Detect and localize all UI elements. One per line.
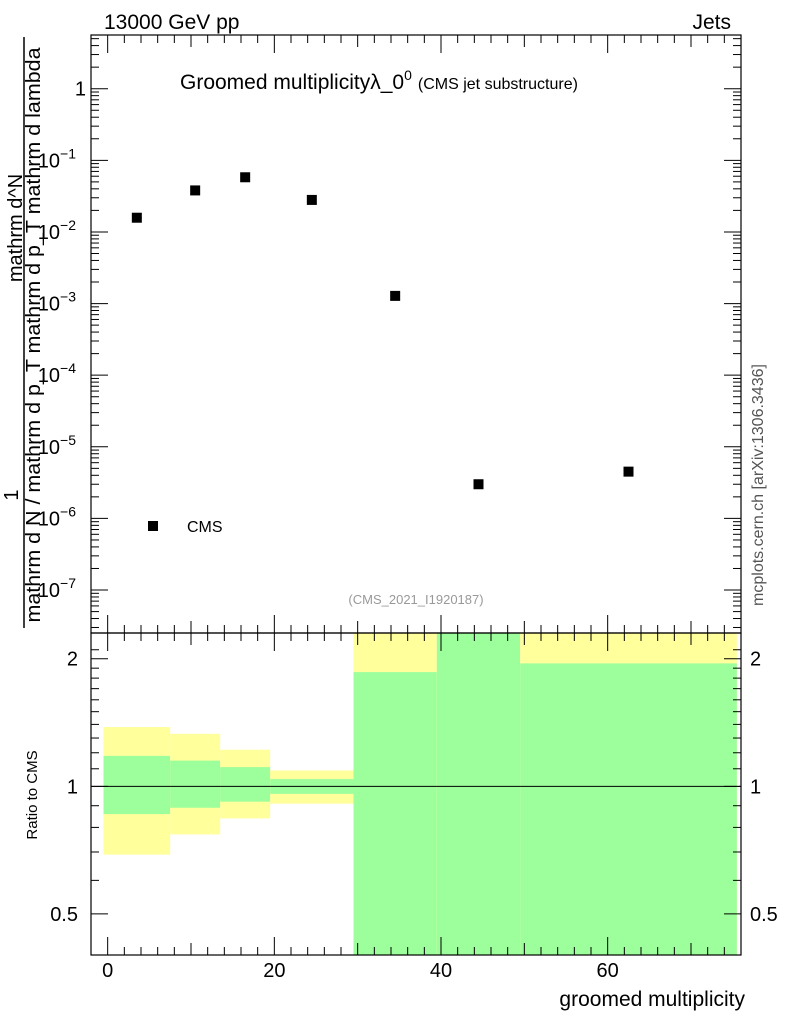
analysis-id: (CMS_2021_I1920187)	[348, 592, 483, 607]
main-y-tick-base: 10	[38, 437, 60, 459]
data-point-marker	[390, 290, 401, 301]
ratio-y-tick-label-right: 0.5	[750, 904, 778, 926]
legend-marker	[148, 521, 158, 531]
x-tick-label: 60	[597, 960, 619, 982]
side-watermark: mcplots.cern.ch [arXiv:1306.3436]	[750, 364, 767, 606]
main-y-tick-label: 1	[75, 79, 86, 101]
main-y-tick-exp: −3	[60, 289, 76, 305]
main-y-tick-exp: −4	[60, 360, 76, 376]
x-axis: 0 20 40 60	[102, 633, 742, 982]
main-y-tick-exp: −7	[60, 575, 76, 591]
main-y-tick-label: 10−5	[38, 432, 76, 459]
ratio-band-green	[436, 633, 521, 955]
main-y-tick-label: 10−6	[38, 503, 76, 530]
data-point-marker	[306, 194, 317, 205]
ratio-y-tick-label: 2	[67, 649, 78, 671]
main-y-tick-base: 10	[38, 294, 60, 316]
data-point-marker	[131, 212, 142, 223]
data-point-marker	[623, 466, 634, 477]
y-axis-label-top: mathrm d^N	[5, 174, 27, 282]
ratio-plot-frame	[90, 632, 742, 956]
main-y-tick-base: 10	[38, 508, 60, 530]
ratio-band-green	[520, 663, 737, 955]
main-y-tick-exp: −1	[60, 145, 76, 161]
header-energy: 13000 GeV pp	[104, 11, 239, 34]
x-tick-label: 20	[263, 960, 285, 982]
plot-subtitle: (CMS jet substructure)	[418, 76, 578, 93]
main-y-tick-base: 10	[38, 580, 60, 602]
main-y-tick-base: 10	[38, 150, 60, 172]
plot-title-main: Groomed multiplicityλ_0	[180, 71, 404, 94]
ratio-y-axis: 0.5 0.5 1 1 2 2	[50, 649, 778, 926]
ratio-band-green	[353, 672, 437, 955]
plot-title-sup: 0	[404, 67, 412, 83]
main-y-tick-label: 10−4	[38, 360, 76, 387]
header-category: Jets	[692, 11, 731, 34]
plot-title: Groomed multiplicityλ_00 (CMS jet substru…	[180, 67, 578, 94]
main-y-tick-exp: −6	[60, 503, 76, 519]
main-y-tick-base: 10	[38, 222, 60, 244]
x-tick-label: 0	[102, 960, 113, 982]
x-tick-label: 40	[430, 960, 452, 982]
cms-data-points	[131, 172, 634, 490]
ratio-y-tick-label: 1	[67, 776, 78, 798]
main-y-tick-exp: −2	[60, 217, 76, 233]
main-y-tick-label: 10−1	[38, 145, 76, 172]
main-x-ticks	[107, 35, 742, 633]
ratio-band-green	[220, 767, 271, 802]
main-y-tick-label: 10−2	[38, 217, 76, 244]
main-y-axis: 110−110−210−310−410−510−610−7	[38, 38, 741, 628]
data-point-marker	[240, 172, 251, 183]
x-axis-label: groomed multiplicity	[559, 988, 745, 1011]
ratio-y-tick-label-right: 1	[750, 776, 761, 798]
data-point-marker	[190, 185, 201, 196]
ratio-bands	[103, 633, 737, 955]
ratio-y-tick-label-right: 2	[750, 649, 761, 671]
main-plot-frame	[90, 34, 742, 634]
main-y-tick-label: 10−3	[38, 289, 76, 316]
y-axis-label-denominator: mathrm d N / mathrm d p_T mathrm d p_T m…	[23, 47, 45, 623]
ratio-band-green	[103, 755, 171, 815]
data-point-marker	[473, 479, 484, 490]
y-axis-label-numerator: 1	[1, 489, 23, 500]
main-y-tick-exp: −5	[60, 432, 76, 448]
main-y-tick-label: 10−7	[38, 575, 76, 602]
ratio-y-tick-label: 0.5	[50, 904, 78, 926]
ratio-band-green	[170, 760, 221, 808]
ratio-y-label: Ratio to CMS	[24, 750, 41, 839]
legend-label-cms: CMS	[187, 519, 223, 536]
main-y-tick-base: 10	[38, 365, 60, 387]
